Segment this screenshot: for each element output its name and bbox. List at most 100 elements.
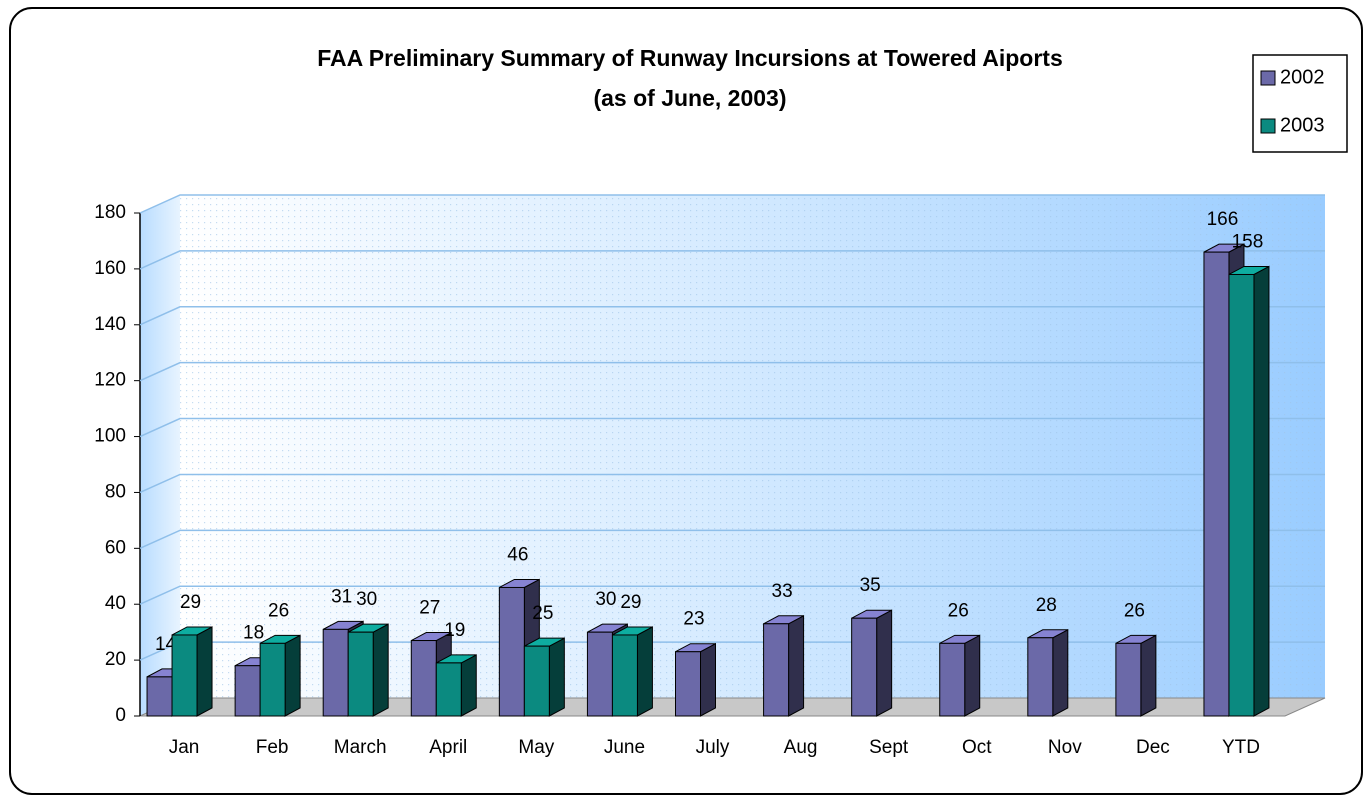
x-tick-label: Nov: [1048, 737, 1082, 758]
bar: [939, 634, 981, 717]
x-tick-label: Sept: [869, 737, 909, 758]
value-label: 26: [948, 600, 969, 621]
value-label: 30: [356, 589, 377, 610]
legend-swatch: [1260, 70, 1276, 86]
y-tick-label: 140: [94, 314, 126, 335]
bar-front: [259, 642, 286, 717]
x-tick-label: Feb: [256, 737, 289, 758]
bar-side: [372, 623, 389, 717]
x-tick-label: Aug: [784, 737, 818, 758]
value-label: 27: [419, 598, 440, 619]
x-tick-label: Dec: [1136, 737, 1170, 758]
bar-side: [548, 637, 565, 717]
value-label: 166: [1207, 209, 1239, 230]
bar-front: [586, 631, 613, 717]
y-tick-label: 60: [105, 537, 126, 558]
value-label: 23: [683, 609, 704, 630]
grid-line: [139, 473, 1325, 494]
bar: [1228, 265, 1270, 717]
bar: [259, 634, 301, 717]
value-label: 29: [620, 592, 641, 613]
bar-side: [196, 626, 213, 717]
bar-front: [523, 645, 550, 717]
bar-side: [1140, 634, 1157, 717]
value-label: 35: [860, 575, 881, 596]
chart-title: FAA Preliminary Summary of Runway Incurs…: [317, 45, 1063, 71]
bar-side: [1052, 628, 1069, 717]
bar-side: [788, 614, 805, 717]
value-label: 14: [155, 634, 177, 655]
value-label: 158: [1232, 231, 1264, 252]
y-tick-label: 120: [94, 370, 126, 391]
value-label: 26: [268, 600, 289, 621]
x-tick-label: April: [429, 737, 467, 758]
grid-line: [139, 250, 1325, 270]
bar-front: [1228, 273, 1255, 717]
legend-box: [1252, 54, 1348, 153]
bar-front: [146, 676, 173, 717]
y-tick-label: 20: [105, 649, 126, 670]
bar-front: [763, 623, 790, 717]
value-label: 30: [595, 589, 616, 610]
bar-side: [964, 634, 981, 717]
bar-front: [171, 634, 198, 717]
x-tick-label: May: [518, 737, 554, 758]
grid-line: [139, 361, 1325, 382]
x-tick-label: March: [334, 737, 387, 758]
bar-front: [1203, 251, 1230, 717]
grid-line: [139, 306, 1325, 326]
bar-front: [322, 628, 349, 717]
chart-subtitle: (as of June, 2003): [593, 85, 786, 111]
bar: [851, 609, 893, 717]
bar-front: [1027, 637, 1054, 717]
bar-side: [460, 654, 477, 717]
bar-front: [675, 651, 701, 717]
x-tick-label: Jan: [169, 737, 200, 758]
bar: [675, 642, 716, 717]
bar-front: [611, 634, 638, 717]
bar-side: [636, 626, 653, 717]
bar-front: [410, 640, 437, 717]
x-tick-label: June: [604, 737, 645, 758]
value-label: 19: [444, 620, 465, 641]
bar-side: [284, 634, 301, 717]
bar-front: [234, 665, 261, 717]
bar-front: [498, 586, 525, 717]
bar-front: [939, 642, 966, 717]
bar-front: [347, 631, 374, 717]
value-label: 26: [1124, 600, 1145, 621]
bar-front: [851, 617, 878, 717]
bar-side: [700, 642, 716, 717]
bar: [347, 623, 389, 717]
back-wall-dots: [180, 195, 1325, 698]
bar: [523, 637, 565, 717]
bar: [611, 626, 653, 717]
value-label: 28: [1036, 595, 1057, 616]
grid-line: [139, 417, 1325, 438]
value-label: 29: [180, 592, 201, 613]
y-tick-label: 180: [94, 202, 126, 223]
legend-label: 2002: [1280, 66, 1325, 88]
legend-swatch: [1260, 118, 1276, 134]
x-tick-label: Oct: [962, 737, 992, 758]
y-tick-label: 100: [94, 426, 126, 447]
grid-line: [139, 529, 1325, 550]
side-wall: [140, 195, 180, 716]
bar-side: [1253, 265, 1270, 717]
bar-front: [1115, 642, 1142, 717]
x-tick-label: July: [696, 737, 730, 758]
bar-side: [876, 609, 893, 717]
y-tick-label: 160: [94, 258, 126, 279]
y-tick-label: 80: [105, 481, 126, 502]
grid-line: [139, 194, 1325, 214]
bar: [1027, 628, 1069, 717]
value-label: 25: [532, 603, 553, 624]
bar: [763, 614, 805, 717]
x-tick-label: YTD: [1222, 737, 1260, 758]
legend-label: 2003: [1280, 114, 1325, 136]
value-label: 31: [331, 586, 352, 607]
bar: [1115, 634, 1157, 717]
bar: [435, 654, 477, 717]
bar-front: [435, 662, 462, 717]
